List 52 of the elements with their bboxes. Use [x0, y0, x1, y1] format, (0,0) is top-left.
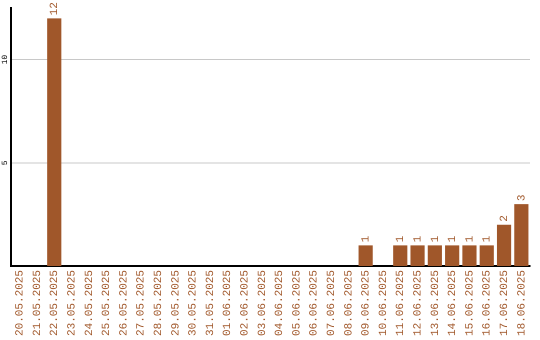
x-tick-label: 05.06.2025 [291, 270, 304, 336]
bar [480, 245, 494, 266]
x-tick-label: 17.06.2025 [498, 270, 511, 336]
bar [358, 245, 373, 266]
bar [496, 224, 512, 266]
x-tick-label: 01.06.2025 [222, 270, 234, 336]
x-tick-label: 15.06.2025 [464, 270, 476, 336]
bar [428, 245, 442, 266]
data-label: 1 [412, 235, 424, 242]
bar [462, 245, 477, 266]
x-tick-label: 25.05.2025 [101, 270, 114, 336]
y-tick-label: 10 [1, 54, 10, 64]
data-label: 1 [447, 235, 460, 242]
x-tick-label: 18.06.2025 [516, 270, 528, 336]
bar [445, 245, 460, 266]
x-tick-label: 08.06.2025 [343, 270, 356, 336]
data-label: 1 [395, 235, 408, 242]
x-tick-label: 12.06.2025 [412, 270, 424, 336]
x-tick-label: 06.06.2025 [308, 270, 321, 336]
x-tick-label: 11.06.2025 [395, 270, 408, 336]
x-tick-label: 16.06.2025 [482, 270, 494, 336]
data-label: 3 [516, 194, 528, 202]
x-tick-label: 14.06.2025 [447, 270, 460, 336]
x-tick-label: 22.05.2025 [49, 270, 62, 336]
data-label: 1 [360, 235, 373, 242]
x-tick-label: 21.05.2025 [32, 270, 44, 336]
x-tick-label: 30.05.2025 [188, 270, 200, 336]
x-tick-label: 10.06.2025 [378, 270, 390, 336]
bar [393, 245, 408, 266]
data-label: 1 [482, 235, 494, 242]
data-label: 12 [49, 2, 62, 16]
x-tick-label: 04.06.2025 [274, 270, 286, 336]
x-tick-label: 28.05.2025 [152, 270, 165, 336]
data-label: 1 [464, 235, 476, 242]
x-tick-label: 24.05.2025 [84, 270, 96, 336]
bar [47, 18, 62, 266]
x-tick-label: 23.05.2025 [66, 270, 78, 336]
bar [514, 204, 528, 266]
x-tick-label: 31.05.2025 [204, 270, 217, 336]
x-tick-label: 09.06.2025 [360, 270, 373, 336]
x-tick-label: 29.05.2025 [170, 270, 182, 336]
y-tick-label: 5 [1, 160, 10, 166]
data-label: 1 [430, 235, 442, 242]
x-tick-label: 07.06.2025 [326, 270, 338, 336]
bar [410, 245, 425, 266]
x-tick-label: 03.06.2025 [256, 270, 269, 336]
x-tick-label: 20.05.2025 [14, 270, 27, 336]
x-tick-label: 02.06.2025 [239, 270, 252, 336]
x-tick-label: 27.05.2025 [136, 270, 148, 336]
x-tick-label: 13.06.2025 [430, 270, 442, 336]
data-label: 2 [498, 215, 511, 222]
x-tick-label: 26.05.2025 [118, 270, 130, 336]
